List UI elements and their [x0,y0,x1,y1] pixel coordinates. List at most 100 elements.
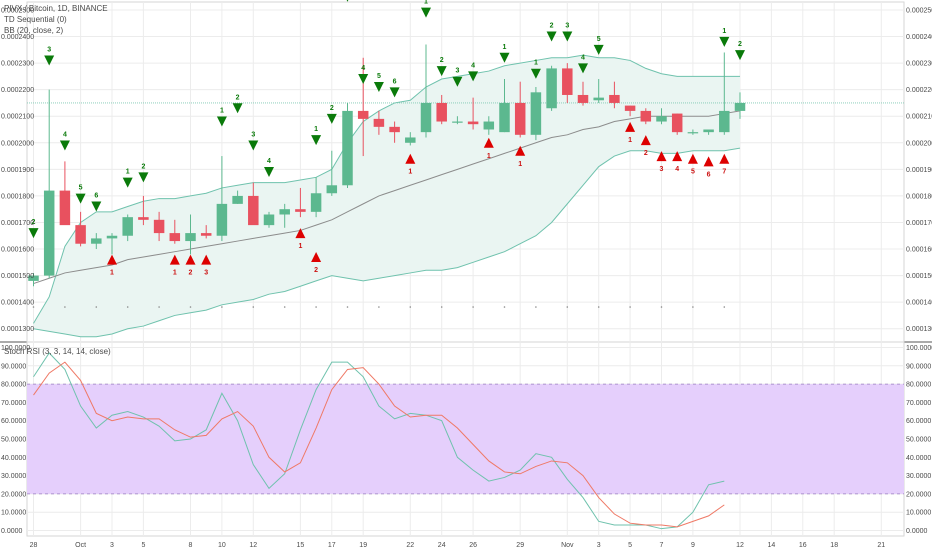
period-dot [597,306,600,308]
x-tick-label: 14 [768,542,776,549]
stoch-y-tick-right: 90.0000 [906,363,931,370]
td-count-label: 1 [534,60,538,67]
x-tick-label: 22 [406,542,414,549]
candle-body [546,68,557,109]
td-count-label: 6 [94,193,98,200]
td-count-label: 4 [267,158,271,165]
y-tick-label-left: 0.0002300 [1,61,34,68]
stoch-y-tick-left: 0.0000 [1,528,23,535]
candle-body [420,102,432,133]
period-dot [692,306,694,308]
candle-body [562,68,573,95]
stoch-y-tick-left: 50.0000 [1,437,26,444]
td-count-label: 5 [691,169,695,176]
td-count-label: 1 [408,169,412,176]
td-count-label: 1 [518,161,522,168]
period-dot [503,306,506,308]
td-count-label: 3 [455,68,459,75]
td-count-label: 1 [314,126,318,133]
x-tick-label: 8 [189,542,193,549]
legend-bollinger[interactable]: BB (20, close, 2) [4,26,63,35]
td-buy-arrow [185,254,196,265]
stoch-y-tick-left: 40.0000 [1,455,26,462]
td-count-label: 5 [79,185,83,192]
period-dot [221,306,223,308]
candle-body [734,102,746,111]
stoch-y-tick-right: 60.0000 [906,418,931,425]
td-sell-arrow [468,71,479,82]
td-count-label: 4 [581,54,585,61]
legend-stoch-rsi[interactable]: Stoch RSI (3, 3, 14, 14, close) [4,347,111,356]
candle-body [326,185,338,194]
bb-lower-line [33,147,741,338]
td-buy-arrow [656,151,667,162]
stoch-y-tick-right: 50.0000 [906,437,931,444]
td-buy-arrow [201,254,212,265]
axes: 28 Oct 3 5 8 10 12 15 17 19 22 24 26 29 Nov 3 5 7 9 12 14 16 1… [1,7,932,549]
candle-body [609,94,620,103]
period-dot [126,306,129,308]
x-tick-label: Nov [561,542,574,549]
td-sell-arrow [499,52,510,63]
y-tick-label-right: 0.0001600 [906,247,932,254]
td-count-label: 4 [361,65,365,72]
candle-body [342,110,353,186]
td-count-label: 2 [330,105,334,112]
td-sell-arrow [311,135,322,146]
td-count-label: 2 [550,23,554,30]
candle-body [452,121,463,123]
candle-body [405,137,416,143]
period-dot [346,306,349,308]
bb-fill [33,55,740,337]
td-sell-arrow [28,228,39,239]
period-dot [535,306,537,308]
y-tick-label-right: 0.0002100 [906,114,932,121]
x-tick-label: 24 [438,542,446,549]
x-tick-label: 10 [218,542,226,549]
td-buy-arrow [640,135,651,146]
legend-td-sequential[interactable]: TD Sequential (0) [4,15,67,24]
candle-body [43,190,55,276]
candle-body [530,92,542,135]
y-tick-label-left: 0.0001600 [1,247,34,254]
td-count-label: 3 [660,166,664,173]
td-buy-arrow [625,121,636,132]
y-tick-label-right: 0.0002400 [906,34,932,41]
x-tick-label: 5 [628,542,632,549]
td-buy-arrow [295,228,306,239]
td-count-label: 1 [424,0,428,6]
candle-body [719,110,730,133]
stoch-y-tick-right: 70.0000 [906,400,931,407]
period-dot [378,306,380,308]
td-count-label: 6 [707,171,711,178]
y-tick-label-left: 0.0001400 [1,300,34,307]
period-dot [472,306,474,308]
td-sell-arrow [75,193,86,204]
legend-symbol[interactable]: PIVX / Bitcoin, 1D, BINANCE [4,4,108,13]
td-count-label: 1 [628,137,632,144]
candle-body [467,121,479,125]
y-tick-label-left: 0.0001800 [1,193,34,200]
stoch-y-tick-right: 100.0000 [906,345,932,352]
td-buy-arrow [719,153,730,164]
td-sell-arrow [578,63,588,74]
x-tick-label: Oct [75,542,86,549]
period-dot [660,306,663,308]
period-dot [95,306,98,308]
td-count-label: 7 [722,169,726,176]
x-tick-label: 29 [516,542,524,549]
td-sell-arrow [546,31,557,42]
td-count-label: 2 [236,94,240,101]
stoch-k-line [33,352,725,530]
stoch-y-tick-left: 90.0000 [1,363,26,370]
period-dot [566,306,569,308]
y-tick-label-right: 0.0002200 [906,87,932,94]
td-sell-arrow [562,31,573,42]
period-dot [158,306,160,308]
td-sell-arrow [421,7,431,18]
td-count-label: 2 [141,163,145,170]
candle-body [483,121,495,130]
period-dot [283,306,286,308]
td-sell-arrow [264,167,274,177]
